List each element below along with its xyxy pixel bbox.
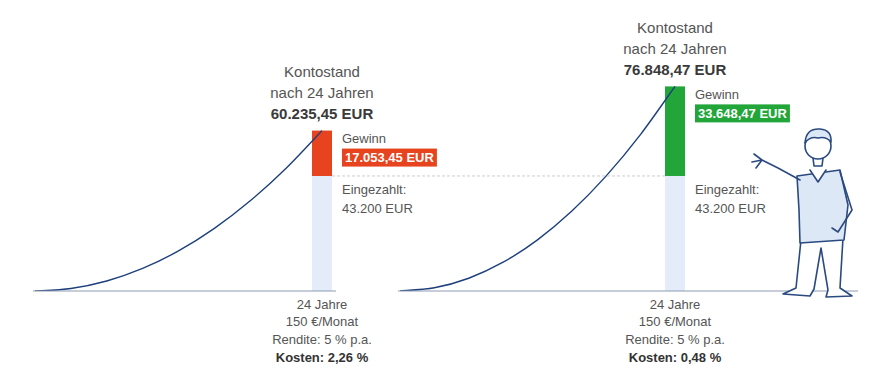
background [0,0,883,373]
x-axis-line [33,291,336,292]
annotation: Rendite: 5 % p.a. [625,332,725,347]
panel: Eingezahlt: 43.200 EUR Gewinn 33.648,47 EUR… [398,19,858,365]
plot-marks [35,131,332,291]
annotation: Kosten: 2,26 % [276,350,369,365]
data-label: 43.200 EUR [695,201,766,216]
bar-segment [665,86,685,176]
person-hair [805,129,831,143]
balance-curve [35,131,322,291]
person-legs [783,238,852,297]
data-label-box [342,149,437,167]
data-label: 43.200 EUR [342,201,413,216]
data-label: 33.648,47 EUR [698,106,788,121]
balance-curve [400,86,675,291]
person-illustration [752,129,852,297]
annotation: 150 €/Monat [639,314,712,329]
series-label: Eingezahlt: [695,182,759,197]
person-collar [810,170,826,182]
category-label: 24 Jahre [650,297,701,312]
panel: Eingezahlt: 43.200 EUR Gewinn 17.053,45 EUR… [33,63,437,364]
person-arm-raised [752,154,800,180]
title: Kontostand [284,63,360,80]
series-label: Gewinn [695,87,739,102]
title: Kontostand [637,19,713,36]
person-torso [797,170,848,243]
annotation: 150 €/Monat [286,314,359,329]
person-neck [813,158,823,166]
data-label-box [695,104,790,122]
chart-root: Eingezahlt: 43.200 EUR Gewinn 17.053,45 EUR… [0,0,883,373]
annotation: Rendite: 5 % p.a. [272,332,372,347]
total-label: 60.235,45 EUR [271,105,374,122]
series-label: Gewinn [342,131,386,146]
data-label: 17.053,45 EUR [345,150,435,165]
series-label: Eingezahlt: [342,182,406,197]
bar-segment [665,176,685,291]
total-label: 76.848,47 EUR [624,61,727,78]
paid-in-connector [332,175,665,176]
category-label: 24 Jahre [297,297,348,312]
plot-marks [400,86,685,291]
person-arm-down [832,172,852,232]
title: nach 24 Jahren [270,84,373,101]
title: nach 24 Jahren [623,40,726,57]
annotation: Kosten: 0,48 % [629,350,722,365]
bar-segment [312,176,332,291]
